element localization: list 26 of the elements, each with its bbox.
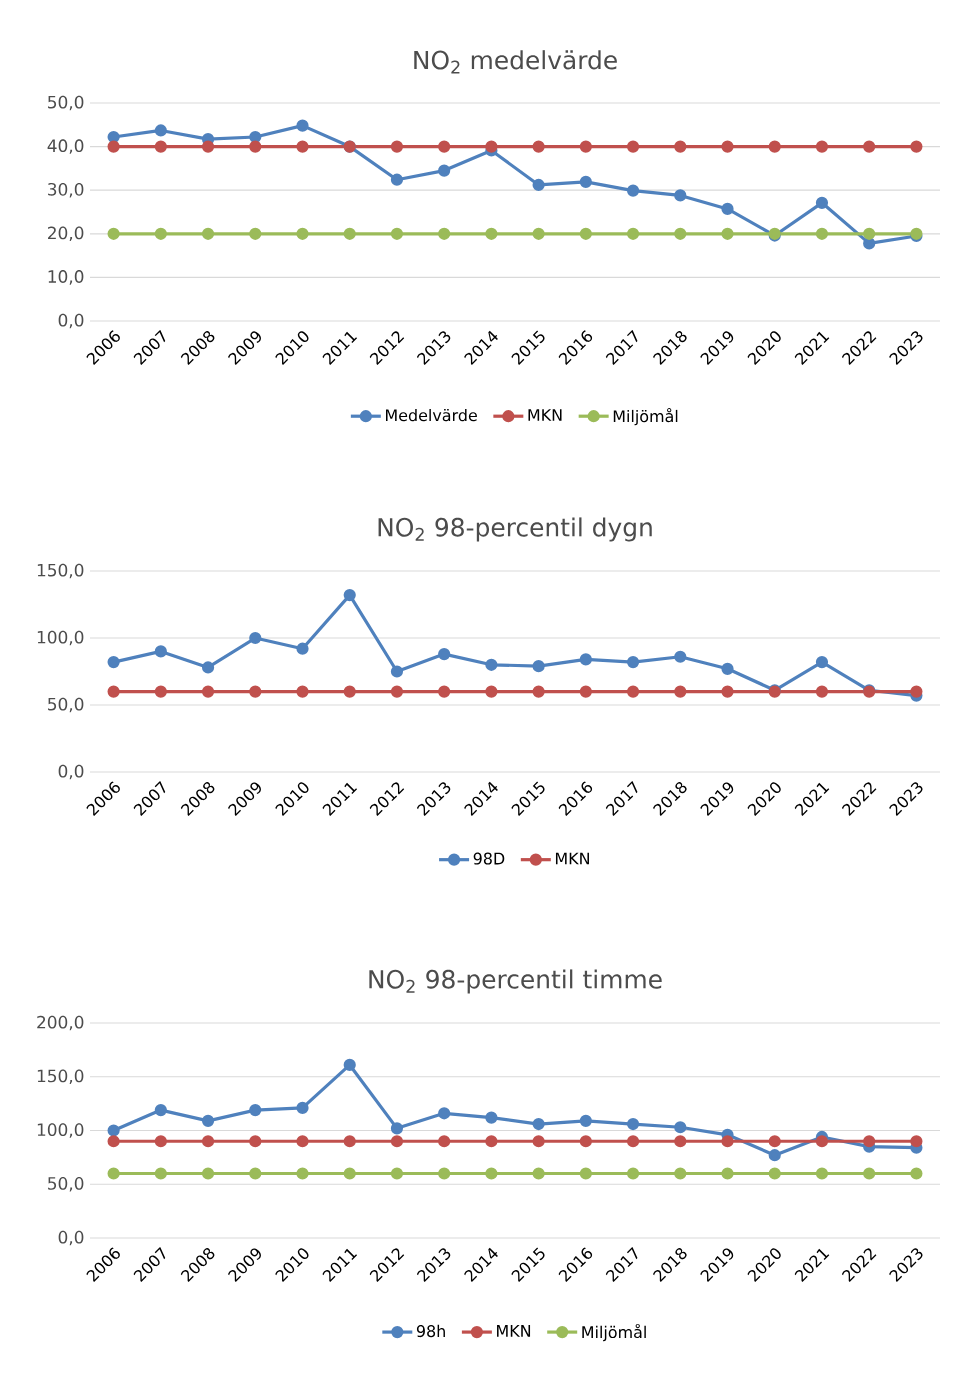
y-tick-label: 150,0	[37, 563, 84, 579]
y-tick-label: 50,0	[48, 1176, 84, 1192]
chart-title: NO$_{2}$ 98-percentil dygn	[378, 517, 652, 542]
legend-label: MKN	[528, 409, 562, 421]
y-tick-label: 100,0	[37, 1123, 84, 1138]
y-tick-label: 0,0	[58, 313, 84, 329]
legend-label: MKN	[555, 852, 589, 865]
y-tick-label: 30,0	[48, 182, 84, 198]
legend-label: Medelvärde	[386, 408, 477, 422]
legend-label: 98h	[416, 1324, 445, 1338]
y-tick-label: 10,0	[48, 270, 84, 285]
y-tick-label: 50,0	[48, 95, 84, 111]
y-tick-label: 200,0	[37, 1015, 84, 1031]
y-tick-label: 0,0	[58, 764, 84, 780]
legend-label: MKN	[497, 1325, 531, 1337]
y-tick-label: 40,0	[47, 139, 84, 154]
chart-title: NO$_{2}$ medelvärde	[414, 50, 617, 74]
legend-label: Miljömål	[582, 1323, 646, 1342]
legend-label: 98D	[473, 852, 505, 865]
y-tick-label: 0,0	[58, 1230, 84, 1246]
chart-title: NO$_{2}$ 98-percentil timme	[369, 969, 662, 994]
y-tick-label: 100,0	[37, 630, 84, 646]
y-tick-label: 150,0	[37, 1069, 84, 1085]
y-tick-label: 50,0	[48, 697, 84, 713]
y-tick-label: 20,0	[48, 226, 84, 242]
legend-label: Miljömål	[613, 408, 678, 426]
